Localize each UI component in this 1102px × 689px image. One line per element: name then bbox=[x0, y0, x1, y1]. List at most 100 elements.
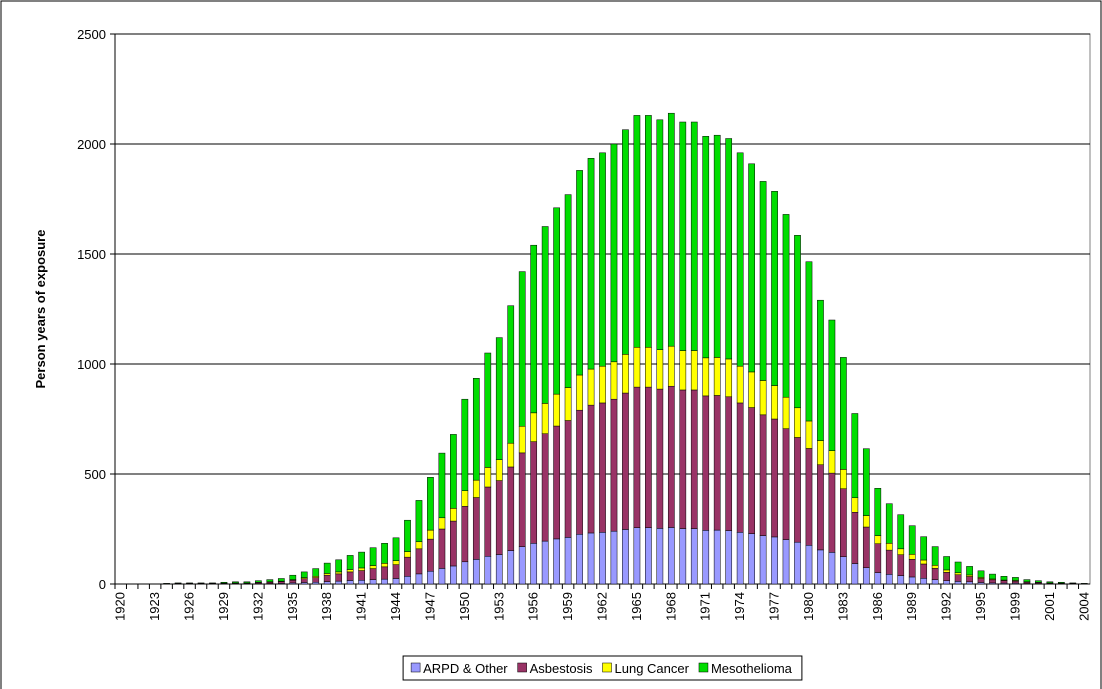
bar-segment bbox=[771, 418, 778, 538]
bar-segment bbox=[472, 497, 480, 560]
legend-swatch bbox=[517, 662, 527, 673]
bar-segment bbox=[851, 497, 859, 513]
bar-segment bbox=[679, 528, 687, 585]
bar-segment bbox=[576, 374, 583, 411]
legend-label: Asbestosis bbox=[530, 661, 593, 676]
bar-segment bbox=[943, 556, 950, 571]
bar-segment bbox=[954, 561, 962, 574]
bar-segment bbox=[656, 119, 664, 350]
bar-segment bbox=[885, 503, 893, 544]
bar-segment bbox=[702, 357, 710, 397]
bar-segment bbox=[484, 352, 492, 468]
bar-segment bbox=[908, 559, 916, 578]
y-tick-label: 1000 bbox=[77, 357, 106, 372]
bar-segment bbox=[908, 576, 916, 585]
bar-segment bbox=[507, 442, 515, 468]
bar-segment bbox=[427, 570, 434, 585]
bar-segment bbox=[415, 548, 423, 575]
bar-segment bbox=[610, 143, 618, 363]
bar-segment bbox=[495, 337, 503, 460]
legend-swatch bbox=[602, 662, 612, 673]
legend-label: ARPD & Other bbox=[423, 661, 508, 676]
bar-segment bbox=[335, 571, 343, 575]
bar-segment bbox=[484, 486, 492, 557]
bar-segment bbox=[931, 579, 939, 585]
bar-segment bbox=[633, 115, 641, 348]
bar-segment bbox=[817, 464, 824, 551]
bar-segment bbox=[794, 437, 801, 543]
bar-segment bbox=[323, 574, 331, 582]
x-tick-label: 1992 bbox=[939, 592, 954, 621]
bar-segment bbox=[472, 479, 480, 498]
bar-segment bbox=[667, 385, 675, 528]
bar-segment bbox=[1046, 581, 1054, 584]
bar-segment bbox=[438, 452, 446, 519]
bar-segment bbox=[541, 403, 549, 434]
bar-segment bbox=[645, 347, 652, 388]
bar-segment bbox=[518, 452, 526, 547]
bar-segment bbox=[885, 574, 893, 585]
bar-segment bbox=[920, 563, 928, 579]
bar-segment bbox=[518, 546, 526, 585]
bar-segment bbox=[530, 412, 538, 442]
bar-segment bbox=[323, 562, 331, 574]
bar-segment bbox=[805, 261, 813, 422]
bar-segment bbox=[392, 560, 400, 565]
bar-segment bbox=[794, 407, 801, 438]
bar-segment bbox=[392, 578, 400, 585]
bar-segment bbox=[725, 358, 733, 398]
bar-segment bbox=[381, 566, 388, 580]
bar-segment bbox=[358, 567, 365, 571]
bar-segment bbox=[369, 565, 377, 569]
bar-segment bbox=[564, 194, 572, 388]
bar-segment bbox=[989, 579, 996, 584]
bar-segment bbox=[518, 426, 526, 454]
bar-segment bbox=[748, 163, 755, 373]
bar-segment bbox=[748, 533, 755, 585]
bar-segment bbox=[656, 349, 664, 390]
bar-segment bbox=[507, 305, 515, 444]
bar-segment bbox=[300, 578, 308, 583]
bar-segment bbox=[840, 556, 847, 585]
bar-segment bbox=[748, 371, 755, 408]
bar-segment bbox=[404, 556, 411, 577]
bar-segment bbox=[840, 469, 847, 489]
bar-segment bbox=[759, 535, 767, 585]
bar-segment bbox=[645, 527, 652, 585]
bar-segment bbox=[702, 395, 710, 531]
bar-segment bbox=[369, 547, 377, 566]
x-tick-label: 1980 bbox=[801, 592, 816, 621]
bar-segment bbox=[782, 214, 790, 398]
bar-segment bbox=[277, 578, 285, 582]
bar-segment bbox=[736, 532, 744, 585]
bar-segment bbox=[931, 565, 939, 569]
bar-segment bbox=[427, 529, 434, 540]
x-tick-label: 1944 bbox=[388, 592, 403, 621]
bar-segment bbox=[232, 581, 239, 584]
bar-segment bbox=[966, 576, 973, 583]
bar-segment bbox=[599, 532, 606, 585]
y-axis-label: Person years of exposure bbox=[33, 230, 48, 389]
bar-segment bbox=[472, 559, 480, 585]
bar-segment bbox=[908, 525, 916, 555]
bar-segment bbox=[450, 434, 457, 509]
x-tick-label: 1995 bbox=[973, 592, 988, 621]
bar-segment bbox=[461, 490, 469, 507]
bar-segment bbox=[610, 361, 618, 400]
bar-segment bbox=[576, 534, 583, 585]
bar-segment bbox=[782, 539, 790, 585]
bar-segment bbox=[828, 552, 836, 585]
bar-segment bbox=[771, 385, 778, 420]
x-tick-label: 1956 bbox=[526, 592, 541, 621]
bar-segment bbox=[690, 350, 698, 391]
bar-segment bbox=[851, 413, 859, 499]
bar-segment bbox=[862, 448, 870, 516]
bar-segment bbox=[622, 529, 629, 585]
bar-segment bbox=[725, 138, 733, 360]
bar-segment bbox=[966, 581, 973, 585]
bar-segment bbox=[622, 354, 629, 394]
bar-segment bbox=[461, 506, 469, 563]
bar-segment bbox=[633, 386, 641, 528]
bar-segment bbox=[415, 573, 423, 585]
bar-segment bbox=[564, 420, 572, 538]
